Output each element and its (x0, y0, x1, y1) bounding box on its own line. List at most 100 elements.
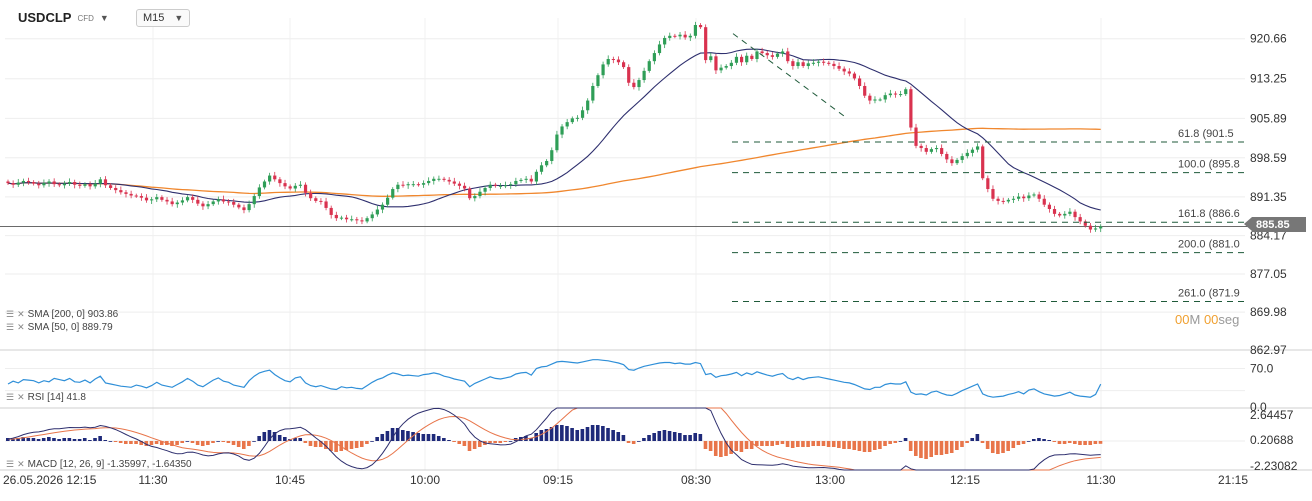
candle-body (355, 219, 359, 221)
macd-histogram-bar (657, 431, 662, 441)
candle-body (37, 183, 41, 186)
candle (657, 40, 662, 56)
candle (129, 190, 133, 199)
candle-body (257, 187, 261, 197)
macd-histogram-bar (211, 441, 215, 443)
sma-200-line (7, 127, 1101, 197)
macd-histogram-bar (888, 441, 892, 444)
macd-histogram-bar (1057, 441, 1062, 444)
candle-body (103, 179, 108, 186)
candle-body (724, 66, 728, 68)
candle-body (899, 94, 903, 96)
candle-body (124, 192, 128, 194)
macd-histogram-bar (31, 438, 36, 441)
timeframe-dropdown[interactable]: M15 ▼ (136, 9, 191, 27)
candle (344, 214, 349, 223)
menu-icon[interactable]: ☰ (6, 459, 15, 469)
macd-histogram-bar (221, 441, 226, 442)
candle (1017, 192, 1021, 202)
legend-sma200-text: SMA [200, 0] 903.86 (27, 309, 119, 320)
macd-histogram-bar (72, 439, 77, 441)
menu-icon[interactable]: ☰ (6, 309, 15, 319)
close-icon[interactable]: ✕ (17, 392, 25, 402)
macd-histogram-bar (760, 441, 764, 446)
candle-body (673, 35, 677, 37)
legend-sma50[interactable]: ☰ ✕ SMA [50, 0] 889.79 (6, 322, 113, 333)
symbol-selector[interactable]: USDCLP CFD ▼ (18, 10, 109, 25)
candle (545, 159, 549, 168)
legend-macd[interactable]: ☰ ✕ MACD [12, 26, 9] -1.35997, -1.64350 (6, 459, 192, 470)
candle-body (560, 126, 564, 135)
menu-icon[interactable]: ☰ (6, 322, 15, 332)
candle-body (442, 178, 446, 180)
candle-body (755, 51, 759, 60)
candle-body (175, 202, 179, 205)
candle-body (781, 51, 785, 54)
candle-body (801, 62, 805, 67)
candle (67, 178, 72, 186)
candle-body (832, 63, 836, 67)
candle (534, 169, 538, 186)
macd-histogram-bar (616, 432, 621, 441)
macd-histogram-bar (934, 441, 939, 455)
candle-body (191, 197, 195, 200)
macd-histogram-bar (67, 438, 72, 441)
macd-histogram-bar (262, 432, 267, 441)
candle (924, 144, 928, 155)
candle (719, 64, 723, 74)
close-icon[interactable]: ✕ (17, 322, 25, 332)
candle-body (416, 184, 420, 186)
macd-histogram-bar (380, 434, 385, 441)
candle (103, 176, 108, 189)
candle (673, 33, 677, 39)
macd-histogram-bar (134, 441, 138, 444)
candle (734, 53, 739, 66)
candle (283, 179, 287, 190)
legend-rsi[interactable]: ☰ ✕ RSI [14] 41.8 (6, 392, 86, 403)
macd-histogram-bar (57, 439, 61, 441)
macd-histogram-bar (195, 441, 200, 445)
candle (37, 180, 41, 189)
candle-body (565, 122, 569, 127)
candle (504, 181, 508, 189)
candle-body (196, 199, 200, 204)
candle-body (704, 27, 708, 61)
macd-line (7, 407, 1101, 471)
rsi-y-tick-label: 70.0 (1250, 362, 1274, 376)
menu-icon[interactable]: ☰ (6, 392, 15, 402)
macd-histogram-bar (313, 441, 318, 447)
legend-sma200[interactable]: ☰ ✕ SMA [200, 0] 903.86 (6, 309, 118, 320)
macd-histogram-bar (667, 431, 672, 441)
timeframe-value: M15 (143, 12, 165, 24)
close-icon[interactable]: ✕ (17, 459, 25, 469)
fib-level-label: 161.8 (886.6 (1178, 208, 1240, 220)
candle-body (283, 183, 287, 187)
x-tick-label: 10:45 (275, 473, 305, 487)
candle (606, 55, 610, 67)
candle (729, 60, 733, 70)
fib-swing-line (732, 33, 846, 118)
x-tick-label: 08:30 (681, 473, 711, 487)
macd-histogram-bar (790, 441, 795, 448)
macd-histogram-bar (457, 441, 462, 444)
close-icon[interactable]: ✕ (17, 309, 25, 319)
x-tick-label: 11:30 (1086, 473, 1115, 487)
candle-body (62, 183, 67, 186)
chevron-down-icon[interactable]: ▼ (99, 12, 109, 23)
macd-histogram-bar (267, 430, 272, 441)
candle (904, 87, 908, 96)
candle-body (791, 61, 795, 67)
macd-histogram-bar (580, 429, 585, 441)
candle-body (144, 197, 149, 201)
candle-body (1052, 209, 1057, 214)
macd-histogram-bar (390, 428, 395, 441)
candle (940, 144, 944, 157)
candle-body (775, 53, 780, 57)
macd-histogram-bar (6, 438, 10, 441)
candle-body (67, 182, 72, 184)
candle-body (893, 93, 898, 95)
candle-body (406, 184, 410, 186)
candle (139, 193, 143, 201)
macd-histogram-bar (539, 430, 544, 441)
